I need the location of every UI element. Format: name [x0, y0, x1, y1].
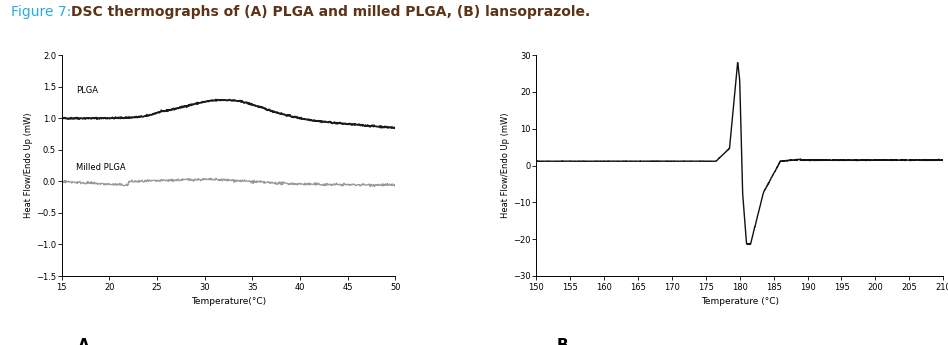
Text: B: B	[556, 338, 568, 345]
Text: PLGA: PLGA	[76, 86, 98, 95]
Y-axis label: Heat Flow/Endo Up (mW): Heat Flow/Endo Up (mW)	[24, 113, 33, 218]
Text: A: A	[79, 338, 90, 345]
Y-axis label: Heat Flow/Endo Up (mW): Heat Flow/Endo Up (mW)	[501, 113, 510, 218]
Text: Milled PLGA: Milled PLGA	[76, 163, 125, 172]
X-axis label: Temperature(°C): Temperature(°C)	[191, 297, 266, 306]
X-axis label: Temperature (°C): Temperature (°C)	[701, 297, 778, 306]
Text: Figure 7:: Figure 7:	[11, 5, 76, 19]
Text: DSC thermographs of (A) PLGA and milled PLGA, (B) lansoprazole.: DSC thermographs of (A) PLGA and milled …	[71, 5, 591, 19]
